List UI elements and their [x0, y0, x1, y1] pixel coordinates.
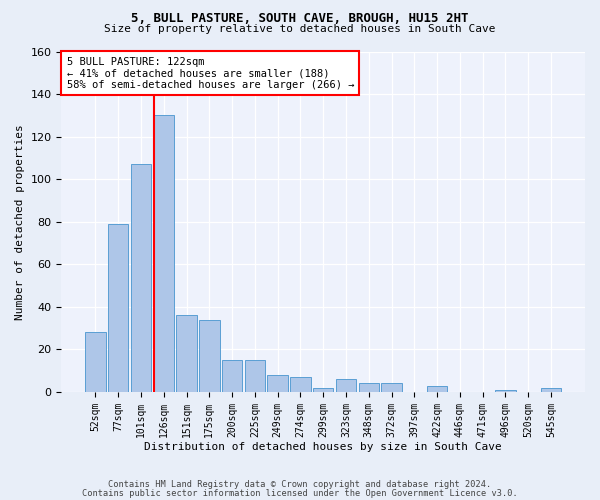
- Bar: [381, 384, 402, 392]
- Bar: [268, 375, 288, 392]
- Bar: [359, 384, 379, 392]
- Bar: [131, 164, 151, 392]
- Bar: [199, 320, 220, 392]
- Bar: [427, 386, 448, 392]
- Bar: [495, 390, 515, 392]
- Text: 5, BULL PASTURE, SOUTH CAVE, BROUGH, HU15 2HT: 5, BULL PASTURE, SOUTH CAVE, BROUGH, HU1…: [131, 12, 469, 26]
- Bar: [108, 224, 128, 392]
- Text: 5 BULL PASTURE: 122sqm
← 41% of detached houses are smaller (188)
58% of semi-de: 5 BULL PASTURE: 122sqm ← 41% of detached…: [67, 56, 354, 90]
- Bar: [290, 377, 311, 392]
- X-axis label: Distribution of detached houses by size in South Cave: Distribution of detached houses by size …: [145, 442, 502, 452]
- Bar: [245, 360, 265, 392]
- Bar: [313, 388, 334, 392]
- Bar: [541, 388, 561, 392]
- Bar: [336, 379, 356, 392]
- Y-axis label: Number of detached properties: Number of detached properties: [15, 124, 25, 320]
- Bar: [154, 116, 174, 392]
- Text: Size of property relative to detached houses in South Cave: Size of property relative to detached ho…: [104, 24, 496, 34]
- Bar: [176, 316, 197, 392]
- Bar: [85, 332, 106, 392]
- Text: Contains public sector information licensed under the Open Government Licence v3: Contains public sector information licen…: [82, 488, 518, 498]
- Text: Contains HM Land Registry data © Crown copyright and database right 2024.: Contains HM Land Registry data © Crown c…: [109, 480, 491, 489]
- Bar: [222, 360, 242, 392]
